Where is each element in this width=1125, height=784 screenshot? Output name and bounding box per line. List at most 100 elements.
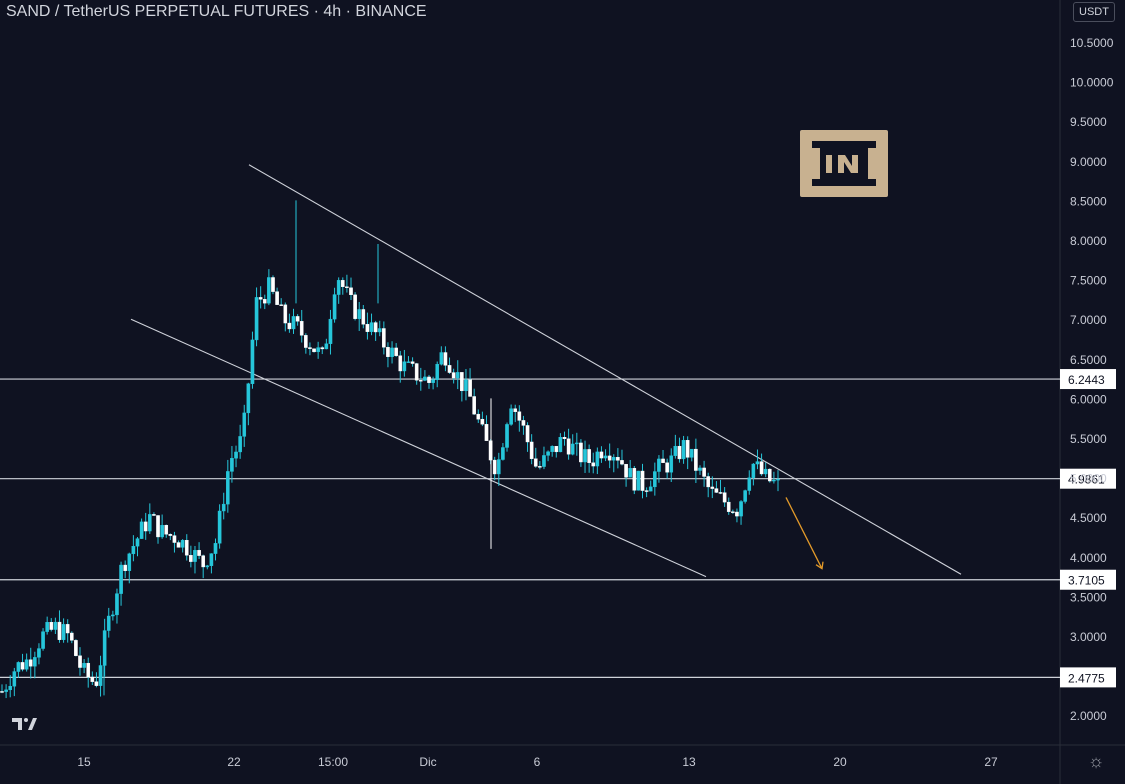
candle-body xyxy=(53,621,58,630)
candle-body xyxy=(320,347,325,350)
candle-body xyxy=(492,459,497,475)
candle-body xyxy=(176,542,181,548)
candle-body xyxy=(644,490,649,492)
gear-icon[interactable]: ☼ xyxy=(1087,751,1105,771)
candle-body xyxy=(304,335,308,348)
candle-body xyxy=(180,540,185,548)
candle-body xyxy=(468,379,472,397)
candle-body xyxy=(698,467,702,471)
candle-body xyxy=(258,297,263,300)
candle-body xyxy=(722,492,727,503)
candle-body xyxy=(61,624,66,640)
y-tick-label: 6.5000 xyxy=(1070,353,1107,367)
candle-body xyxy=(287,322,292,330)
candle-body xyxy=(648,486,653,492)
candle-body xyxy=(189,555,193,562)
candle-body xyxy=(484,424,489,441)
candle-body xyxy=(49,622,54,630)
candle-body xyxy=(657,458,661,472)
candle-body xyxy=(69,632,74,641)
candle-body xyxy=(4,689,8,692)
candle-body xyxy=(636,470,641,491)
candle-body xyxy=(447,365,452,373)
candle-body xyxy=(82,662,86,668)
candle-body xyxy=(57,621,62,640)
candle-body xyxy=(197,550,201,556)
candle-body xyxy=(390,347,394,357)
candle-body xyxy=(94,681,99,686)
candle-body xyxy=(451,372,456,379)
candle-body xyxy=(0,691,4,693)
candle-body xyxy=(308,347,312,349)
x-tick-label: 6 xyxy=(534,755,541,769)
candle-body xyxy=(583,449,587,463)
candle-body xyxy=(267,277,271,304)
candle-body xyxy=(706,476,711,488)
candle-body xyxy=(669,455,674,473)
candle-body xyxy=(20,662,25,670)
candle-body xyxy=(172,535,177,543)
candle-body xyxy=(529,441,534,459)
candle-body xyxy=(115,593,119,616)
level-label-box xyxy=(1060,369,1116,390)
candle-body xyxy=(685,440,690,458)
candle-body xyxy=(102,630,107,666)
candle-body xyxy=(587,449,591,463)
candle-body xyxy=(349,287,353,296)
candle-body xyxy=(230,458,234,472)
candles xyxy=(0,200,780,699)
candle-body xyxy=(217,510,222,544)
beincrypto-logo-icon xyxy=(800,130,888,197)
candle-body xyxy=(299,321,304,336)
candle-body xyxy=(616,457,620,461)
candle-body xyxy=(472,396,476,415)
candle-body xyxy=(497,459,501,475)
lower-trendline xyxy=(130,318,707,578)
candle-body xyxy=(160,525,164,538)
candle-body xyxy=(525,425,530,443)
candle-body xyxy=(156,515,160,538)
y-tick-label: 9.5000 xyxy=(1070,115,1107,129)
y-tick-label: 4.5000 xyxy=(1070,511,1107,525)
candle-body xyxy=(345,286,349,288)
candle-body xyxy=(755,461,760,465)
candle-body xyxy=(16,662,21,672)
x-tick-label: 27 xyxy=(984,755,998,769)
currency-unit-button[interactable]: USDT xyxy=(1073,2,1115,22)
candle-body xyxy=(767,468,772,482)
candle-body xyxy=(702,467,706,477)
candle-body xyxy=(369,322,374,332)
candle-body xyxy=(566,438,571,455)
candle-body xyxy=(665,462,669,473)
candle-body xyxy=(12,671,17,687)
candle-body xyxy=(275,291,279,305)
candle-body xyxy=(443,352,448,366)
candle-body xyxy=(772,479,776,482)
y-tick-label: 10.5000 xyxy=(1070,36,1114,50)
logo-letter-n xyxy=(838,155,858,173)
candle-body xyxy=(533,458,538,467)
logo-bracket-right xyxy=(868,148,882,179)
candle-body xyxy=(148,514,152,532)
candle-body xyxy=(673,445,678,456)
price-axis: 10.5000 10.0000 9.5000 9.0000 8.5000 8.0000 7.… xyxy=(1070,36,1114,723)
candle-body xyxy=(414,363,419,381)
candle-body xyxy=(37,648,41,658)
y-tick-label: 2.0000 xyxy=(1070,709,1107,723)
candle-body xyxy=(423,376,427,381)
candle-body xyxy=(131,546,136,555)
candle-body xyxy=(65,624,70,634)
candle-body xyxy=(747,477,752,491)
tradingview-logo-icon[interactable] xyxy=(10,712,40,734)
candle-body xyxy=(620,460,624,465)
candle-body xyxy=(28,659,33,667)
candle-body xyxy=(74,640,78,656)
candle-body xyxy=(193,550,197,562)
candle-body xyxy=(427,376,431,383)
candle-body xyxy=(201,555,205,568)
candle-body xyxy=(710,486,715,489)
candle-body xyxy=(41,631,45,649)
candle-body xyxy=(410,361,415,364)
y-tick-label: 8.0000 xyxy=(1070,234,1107,248)
